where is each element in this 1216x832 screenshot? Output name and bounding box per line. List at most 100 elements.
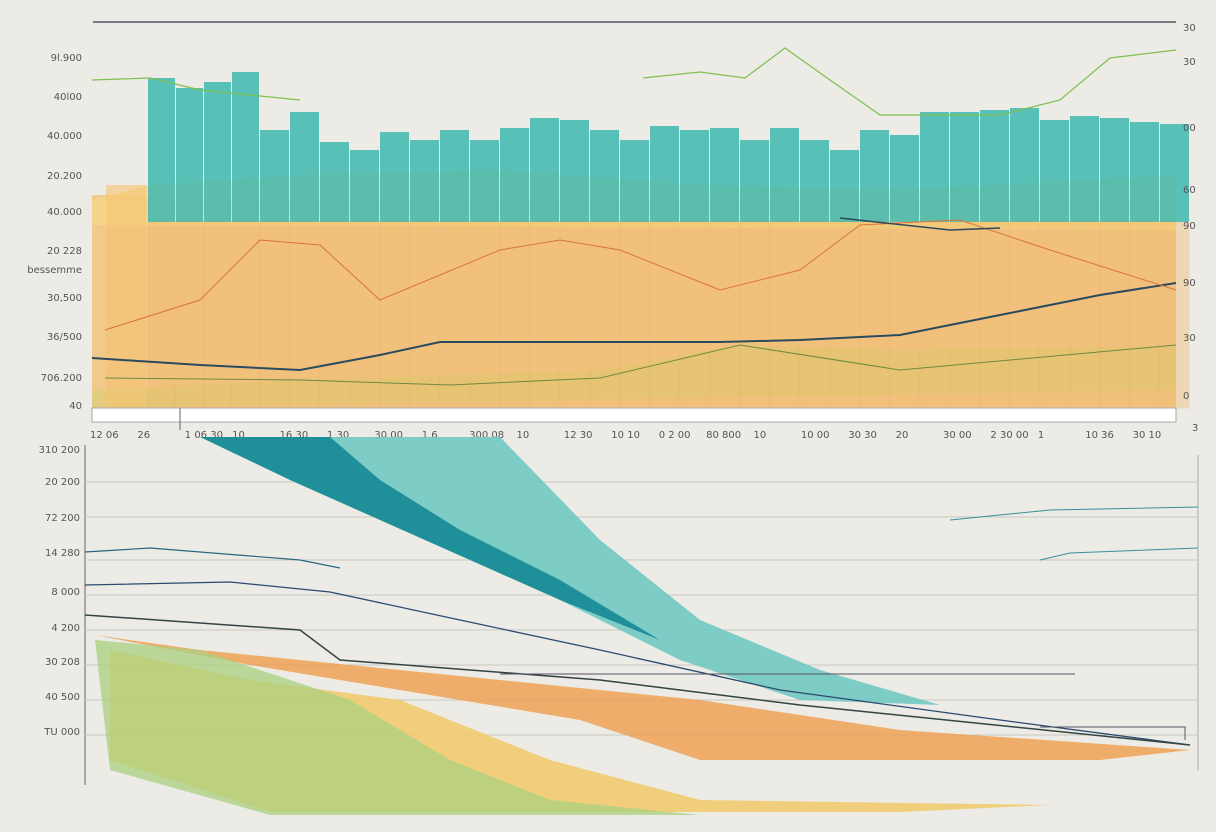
decor-bar — [589, 221, 620, 409]
decor-bar — [1039, 221, 1070, 409]
decor-bar — [440, 130, 469, 222]
decor-bar — [1040, 120, 1069, 222]
x-label: 30 10 — [1133, 430, 1162, 441]
decor-bar — [439, 221, 470, 409]
x-label: 12 06 — [90, 430, 119, 441]
decor-bar — [949, 221, 980, 409]
decor-bar — [619, 221, 650, 409]
decor-bar — [890, 135, 919, 222]
decor-bar — [1159, 221, 1190, 409]
decor-bar — [350, 150, 379, 222]
decor-bar — [649, 221, 680, 409]
decor-bar — [148, 78, 175, 222]
dark-teal-area — [200, 437, 660, 640]
y-label: 40l00 — [54, 92, 82, 103]
decor-bar — [231, 221, 260, 409]
bottom-panel: 310 200 20 200 72 200 14 280 8 000 4 200 30 20… — [39, 437, 1199, 815]
y-label: TU 000 — [43, 727, 80, 738]
line — [91, 77, 301, 101]
decor-bar — [679, 221, 710, 409]
decor-bar — [290, 112, 319, 222]
decor-bar — [500, 128, 529, 222]
line — [1040, 726, 1186, 740]
x-label: 300 08 — [469, 430, 504, 441]
decor-bar — [259, 221, 290, 409]
y-label: 72 200 — [45, 513, 80, 524]
y-label: 706.200 — [41, 373, 82, 384]
green-area — [95, 640, 700, 815]
y2-label: 00 — [1183, 123, 1196, 134]
decor-bar — [680, 130, 709, 222]
y-label: bessemme — [27, 265, 82, 276]
decor-bar — [470, 140, 499, 222]
decor-bar — [889, 221, 920, 409]
x-label: 30 00 — [374, 430, 403, 441]
decor-bar — [860, 130, 889, 222]
decor-bar — [410, 140, 439, 222]
y-label: 40 — [69, 401, 82, 412]
decor-bar — [1160, 124, 1189, 222]
x-label: 30 00 — [943, 430, 972, 441]
decor-bar — [409, 221, 440, 409]
decor-bar — [106, 185, 146, 408]
decor-bar — [709, 221, 740, 409]
decor-bar — [232, 72, 259, 222]
decor-bar — [919, 221, 950, 409]
decor-bar — [379, 221, 410, 409]
line — [949, 506, 1199, 521]
decor-bar — [650, 126, 679, 222]
x-label: 0 2 00 — [659, 430, 691, 441]
decor-bar — [770, 128, 799, 222]
decor-bar — [175, 221, 204, 409]
decor-bar — [1070, 116, 1099, 222]
y2-label: 0 — [1183, 391, 1189, 402]
green-area — [92, 345, 1176, 408]
y2-label: 90 — [1183, 221, 1196, 232]
line — [642, 47, 1177, 116]
decor-bar — [176, 88, 203, 222]
decor-bar — [830, 150, 859, 222]
y-label: 8 000 — [51, 587, 80, 598]
x-label: 1 06 30 — [185, 430, 223, 441]
decor-bar — [800, 140, 829, 222]
x-label: 1 6 — [422, 430, 438, 441]
y-label: 40.000 — [47, 131, 82, 142]
decor-bar — [320, 142, 349, 222]
decor-bar — [289, 221, 320, 409]
x-label: 10 — [232, 430, 245, 441]
x-label: 1 — [1038, 430, 1044, 441]
y-label: 310 200 — [39, 445, 80, 456]
decor-bar — [1129, 221, 1160, 409]
line — [84, 614, 1191, 746]
decor-bar — [920, 112, 949, 222]
decor-bar — [740, 140, 769, 222]
x-label: 1 30 — [327, 430, 349, 441]
y-label: 4 200 — [51, 623, 80, 634]
corner-label: 3 — [1192, 423, 1198, 434]
line — [104, 219, 1177, 331]
y-label: 20 228 — [47, 246, 82, 257]
y-label: 40 500 — [45, 692, 80, 703]
decor-bar — [319, 221, 350, 409]
decor-bar — [349, 221, 380, 409]
y-label: 36/500 — [47, 332, 82, 343]
x-label: 10 00 — [801, 430, 830, 441]
decor-bar — [739, 221, 770, 409]
x-label: 12 30 — [564, 430, 593, 441]
y-label: 14 280 — [45, 548, 80, 559]
y-label: 20.200 — [47, 171, 82, 182]
decor-bar — [590, 130, 619, 222]
orange-area — [95, 635, 1190, 760]
x-label: 16 30 — [280, 430, 309, 441]
x-label: 20 — [896, 430, 909, 441]
decor-bar — [380, 132, 409, 222]
decor-bar — [1130, 122, 1159, 222]
line — [1039, 547, 1199, 561]
x-label: 10 — [753, 430, 766, 441]
decor-bar — [1010, 108, 1039, 222]
decor-bar — [260, 130, 289, 222]
decor-bar — [530, 118, 559, 222]
y2-label: 30 — [1183, 57, 1196, 68]
line — [91, 282, 1177, 372]
